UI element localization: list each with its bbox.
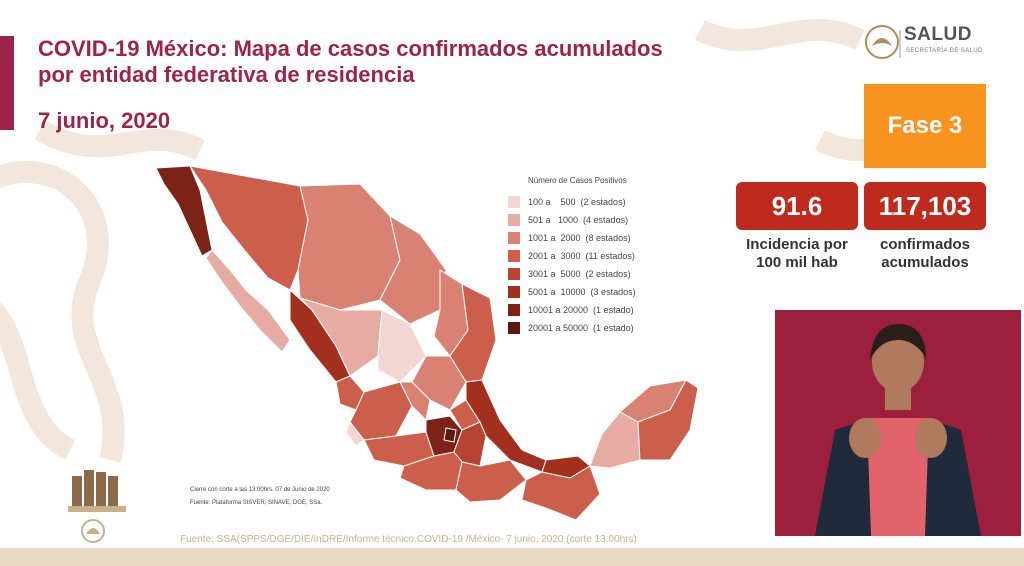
logo-subtitle: SECRETARÍA DE SALUD <box>906 48 983 54</box>
state-chihuahua <box>297 183 401 311</box>
incidence-value: 91.6 <box>736 182 858 230</box>
legend-swatch <box>508 232 520 244</box>
legend-label: 100 a 500 (2 estados) <box>528 197 626 207</box>
incidence-label-line-2: 100 mil hab <box>756 254 838 271</box>
phase-badge: Fase 3 <box>864 84 986 168</box>
legend-item: 1001 a 2000 (8 estados) <box>508 229 678 247</box>
legend-item: 3001 a 5000 (2 estados) <box>508 265 678 283</box>
legend-label: 2001 a 3000 (11 estados) <box>528 251 635 261</box>
salud-seal-icon <box>865 25 901 59</box>
confirmed-label: confirmados acumulados <box>860 236 990 272</box>
legend-label: 5001 a 10000 (3 estados) <box>528 287 636 297</box>
legend-label: 10001 a 20000 (1 estado) <box>528 305 634 315</box>
state-guanajuato <box>399 381 431 422</box>
title-line-1: COVID-19 México: Mapa de casos confirmad… <box>38 36 663 61</box>
confirmed-label-line-2: acumulados <box>881 254 969 271</box>
state-coahuila <box>379 214 447 325</box>
incidence-label-line-1: Incidencia por <box>746 236 848 253</box>
state-oaxaca <box>455 459 527 503</box>
legend-label: 3001 a 5000 (2 estados) <box>528 269 631 279</box>
mexico-choropleth-map <box>155 165 699 521</box>
page-title: COVID-19 México: Mapa de casos confirmad… <box>38 36 798 88</box>
state-baja-california-sur <box>205 249 291 353</box>
state-cdmx <box>443 427 457 443</box>
legend-label: 20001 a 50000 (1 estado) <box>528 323 634 333</box>
state-chiapas <box>521 465 601 521</box>
legend-item: 10001 a 20000 (1 estado) <box>508 301 678 319</box>
bottom-bar <box>0 548 1024 566</box>
state-baja-california <box>155 165 213 257</box>
legend-label: 1001 a 2000 (8 estados) <box>528 233 631 243</box>
cutoff-note: Cierre con corte a las 13:00hrs. 07 de J… <box>190 487 330 493</box>
incidence-label: Incidencia por 100 mil hab <box>732 236 862 272</box>
legend-items: 100 a 500 (2 estados) 501 a 1000 (4 estad… <box>508 193 678 337</box>
footer-source: Fuente: SSA(SPPS/DGE/DIE/InDRE/Informe t… <box>180 534 637 545</box>
legend-item: 100 a 500 (2 estados) <box>508 193 678 211</box>
legend-label: 501 a 1000 (4 estados) <box>528 215 629 225</box>
legend-item: 501 a 1000 (4 estados) <box>508 211 678 229</box>
report-date: 7 junio, 2020 <box>38 108 171 133</box>
legend-swatch <box>508 214 520 226</box>
title-line-2: por entidad federativa de residencia <box>38 62 415 87</box>
accent-bar <box>0 36 14 130</box>
confirmed-label-line-1: confirmados <box>879 236 970 253</box>
legend-swatch <box>508 304 520 316</box>
legend-swatch <box>508 268 520 280</box>
legend-item: 20001 a 50000 (1 estado) <box>508 319 678 337</box>
interpreter-figure <box>775 310 1021 536</box>
state-quintana-roo <box>637 379 699 461</box>
state-campeche <box>589 411 641 469</box>
heroes-emblem-icon <box>68 470 126 512</box>
government-seal-icon <box>81 519 105 543</box>
map-legend: Número de Casos Positivos 100 a 500 (2 e… <box>508 176 678 337</box>
state-durango <box>299 297 383 377</box>
logo-text: SALUD <box>904 24 972 45</box>
legend-swatch <box>508 196 520 208</box>
legend-title: Número de Casos Positivos <box>528 176 627 185</box>
confirmed-value: 117,103 <box>864 182 986 230</box>
legend-item: 5001 a 10000 (3 estados) <box>508 283 678 301</box>
legend-swatch <box>508 286 520 298</box>
legend-item: 2001 a 3000 (11 estados) <box>508 247 678 265</box>
sign-language-interpreter-video <box>775 310 1021 536</box>
platform-note: Fuente: Plataforma SISVER, SINAVE, DGE, … <box>190 500 323 506</box>
legend-swatch <box>508 322 520 334</box>
state-colima <box>345 421 365 447</box>
legend-swatch <box>508 250 520 262</box>
